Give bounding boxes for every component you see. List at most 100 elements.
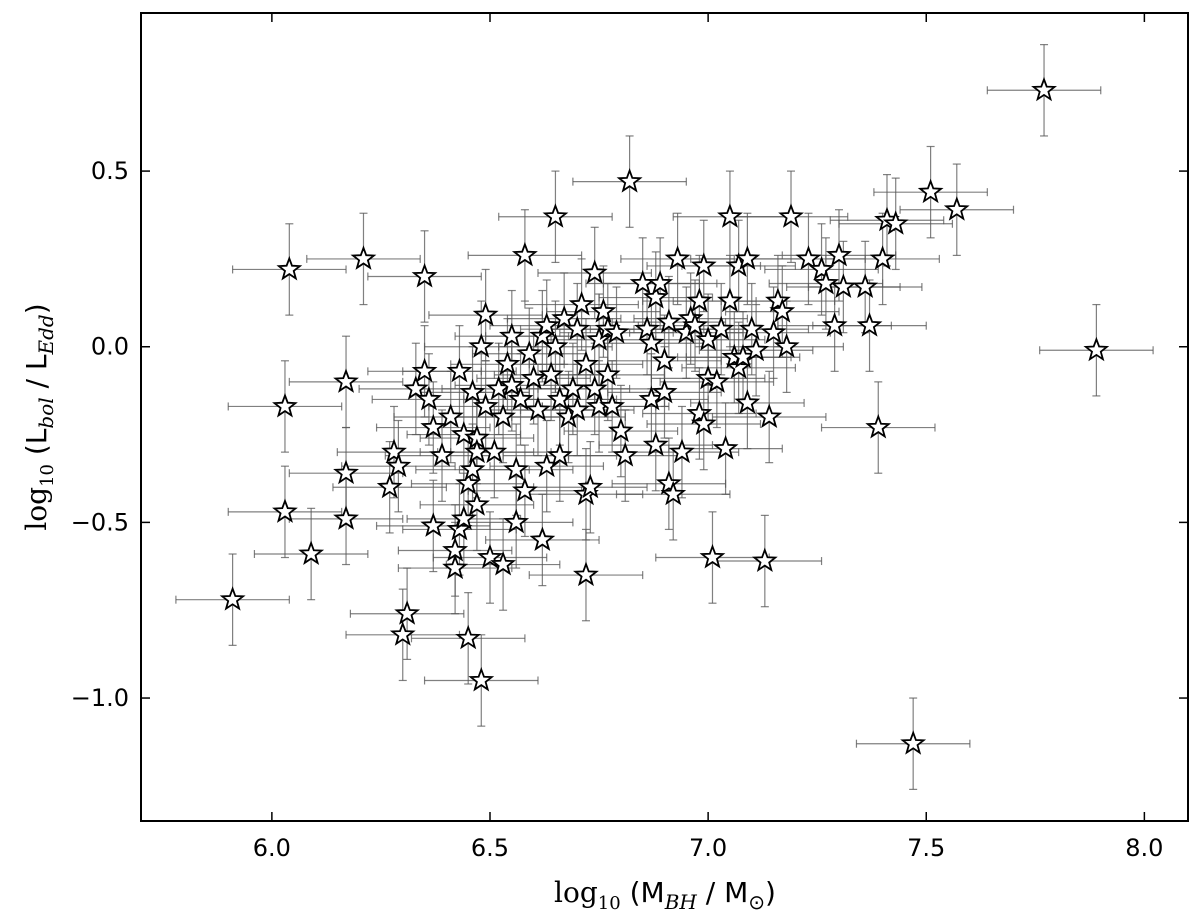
data-point-star [442,554,469,580]
data-point-star [564,315,591,341]
data-point-star [376,473,403,499]
data-point-star [738,315,765,341]
data-point-star [546,442,573,467]
data-point-star [498,322,525,348]
data-point-star [459,378,486,404]
data-point-star [472,301,499,327]
data-point-star [642,284,669,309]
data-point-star [568,291,595,316]
data-point-star [865,413,892,439]
data-point-star [900,730,927,755]
data-point-star [594,361,621,386]
data-point-star [586,326,612,351]
data-point-star [529,526,556,552]
marker-layer [219,76,1110,755]
data-point-star [699,543,726,569]
data-point-star [712,435,739,460]
y-axis-label: log10 (Lbol / LEdd) [20,303,58,530]
data-point-star [769,298,796,323]
data-point-star [490,403,516,428]
data-point-star [686,287,713,313]
data-point-star [459,456,486,481]
data-point-star [603,319,630,344]
data-point-star [856,312,883,337]
data-point-star [830,273,857,299]
data-point-star [420,413,447,439]
data-point-star [477,543,503,569]
data-point-star [734,245,761,270]
data-point-star [272,498,298,523]
data-point-star [655,470,682,495]
data-point-star [333,505,359,530]
data-point-star [808,255,835,281]
data-point-star [634,315,660,341]
data-point-star [660,480,687,506]
data-point-star [516,340,543,365]
data-point-star [607,417,634,443]
data-point-star [760,319,787,344]
data-point-star [416,385,442,411]
data-point-star [1083,336,1110,362]
plot-frame [140,12,1189,822]
data-point-star [690,410,717,436]
data-point-star [943,196,970,221]
data-point-star [455,624,482,650]
data-point-star [381,438,407,464]
data-point-star [450,505,477,530]
data-point-star [821,312,848,337]
data-point-star [778,203,804,228]
data-point-star [765,287,791,313]
data-point-star [468,666,495,692]
data-point-star [795,245,822,270]
data-point-star [616,168,643,193]
data-point-star [703,368,730,393]
data-point-star [642,431,669,457]
y-tick-label: 0.0 [91,333,129,361]
data-point-star [333,459,359,485]
data-point-star [333,368,359,393]
data-point-star [743,336,770,362]
data-point-star [813,269,839,295]
data-point-star [590,298,617,323]
data-point-star [708,315,735,341]
data-point-star [612,442,639,467]
data-point-star [655,308,682,334]
data-point-star [917,178,944,204]
data-point-star [389,621,416,646]
data-point-star [468,333,495,358]
data-point-star [402,375,429,400]
data-point-star [852,273,879,299]
data-point-star [525,396,551,421]
data-point-star [1031,76,1057,102]
data-point-star [542,333,569,358]
data-point-star [450,421,477,446]
x-tick-label: 7.0 [689,834,727,862]
data-point-star [350,245,377,270]
data-point-star [429,442,455,467]
data-point-star [581,375,608,400]
data-point-star [559,375,586,400]
data-point-star [826,241,852,267]
data-point-star [686,399,713,425]
data-point-star [411,262,438,288]
data-point-star [542,203,569,228]
data-point-star [507,385,534,411]
x-tick-label: 7.5 [907,834,945,862]
data-point-star [538,361,564,386]
data-point-star [420,512,447,537]
y-tick-label: −1.0 [71,684,129,712]
data-point-star [869,245,896,270]
data-point-star [385,452,412,478]
data-point-star [276,255,303,281]
data-point-star [717,203,743,228]
x-axis-label: log10 (MBH / M⊙) [554,876,776,914]
data-point-star [751,547,778,573]
data-point-star [734,389,761,414]
data-point-star [773,333,800,358]
y-tick-label: 0.5 [91,157,129,185]
data-point-star [464,491,490,516]
data-point-star [599,392,626,418]
data-point-star [520,364,547,390]
data-point-star [490,550,516,576]
